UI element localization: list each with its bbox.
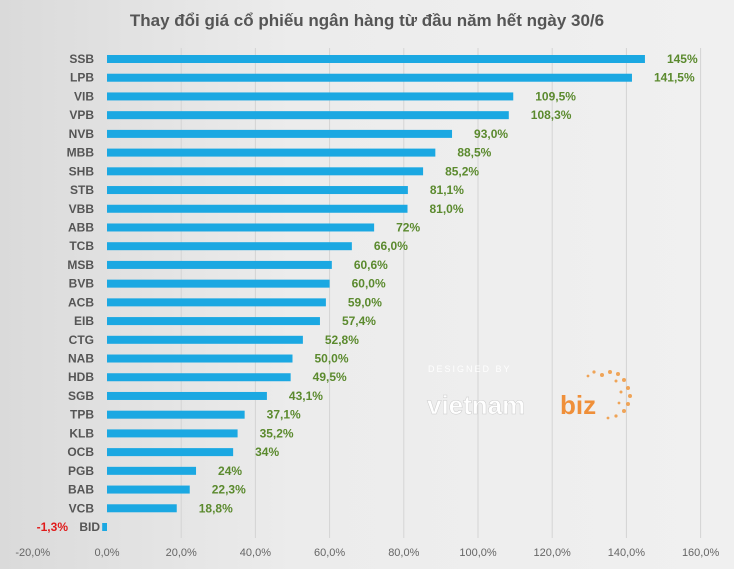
watermark-dots-icon: [586, 370, 632, 420]
bar-lpb: [107, 73, 632, 82]
data-label: 85,2%: [445, 164, 479, 178]
bar-tpb: [107, 410, 245, 419]
data-label: 52,8%: [325, 333, 359, 347]
category-label: SGB: [68, 389, 94, 403]
bar-nab: [107, 354, 293, 363]
category-label: SSB: [69, 52, 94, 66]
category-label: EIB: [74, 314, 94, 328]
x-tick-label: 140,0%: [608, 547, 646, 559]
x-tick-label: 20,0%: [166, 547, 197, 559]
bar-msb: [107, 260, 332, 269]
data-label: 22,3%: [212, 483, 246, 497]
x-tick-label: 120,0%: [534, 547, 572, 559]
category-label: MBB: [67, 146, 95, 160]
bar-vib: [107, 92, 514, 101]
bar-vpb: [107, 111, 509, 120]
bar-ocb: [107, 448, 234, 457]
data-label: 88,5%: [457, 146, 491, 160]
chart-title: Thay đổi giá cổ phiếu ngân hàng từ đầu n…: [130, 11, 604, 30]
category-label: PGB: [68, 464, 94, 478]
data-label: 34%: [255, 445, 279, 459]
x-tick-label: 80,0%: [388, 547, 419, 559]
x-tick-label: 60,0%: [314, 547, 345, 559]
data-label: 81,1%: [430, 183, 464, 197]
bars: SSB 145% LPB 141,5% VIB 109,5% VPB 108,3% NVB 93,…: [37, 52, 698, 534]
x-tick-label: 40,0%: [240, 547, 271, 559]
x-axis-ticks: -20,0% 0,0% 20,0% 40,0% 60,0% 80,0% 100,0% 120,…: [15, 547, 719, 559]
category-label: ABB: [68, 220, 94, 234]
category-label: LPB: [70, 71, 94, 85]
category-label: VBB: [69, 202, 95, 216]
category-label: OCB: [67, 445, 94, 459]
data-label: 145%: [667, 52, 698, 66]
x-tick-label: 100,0%: [459, 547, 497, 559]
watermark-brand-left: vietnam: [427, 390, 525, 420]
bar-vbb: [107, 204, 408, 213]
category-label: KLB: [69, 426, 94, 440]
x-tick-label: 160,0%: [682, 547, 720, 559]
bar-vcb: [107, 504, 177, 513]
data-label: 37,1%: [267, 408, 301, 422]
bar-abb: [107, 223, 375, 232]
bar-nvb: [107, 129, 453, 138]
data-label: 81,0%: [430, 202, 464, 216]
category-label: MSB: [67, 258, 94, 272]
bar-klb: [107, 429, 238, 438]
bar-shb: [107, 167, 424, 176]
data-label: 66,0%: [374, 239, 408, 253]
watermark-brand-right: biz: [560, 390, 596, 420]
category-label: NAB: [68, 352, 94, 366]
gridlines: [180, 48, 702, 538]
data-label: 57,4%: [342, 314, 376, 328]
vietnambiz-watermark-logo: DESIGNED BY vietnam biz: [427, 364, 632, 420]
bar-pgb: [107, 466, 197, 475]
data-label: 141,5%: [654, 71, 695, 85]
bar-bvb: [107, 279, 330, 288]
category-label: BID: [79, 520, 100, 534]
category-label: HDB: [68, 370, 94, 384]
data-label: 59,0%: [348, 295, 382, 309]
bar-stb: [107, 186, 408, 195]
category-label: ACB: [68, 295, 94, 309]
bar-hdb: [107, 373, 291, 382]
category-label: BVB: [69, 277, 95, 291]
category-label: TCB: [69, 239, 94, 253]
bar-bid: [102, 523, 107, 531]
x-tick-label: -20,0%: [15, 547, 50, 559]
bar-sgb: [107, 391, 267, 400]
category-label: SHB: [69, 164, 95, 178]
data-label: 24%: [218, 464, 242, 478]
bar-ssb: [107, 55, 645, 63]
data-label: 60,0%: [352, 277, 386, 291]
data-label: 93,0%: [474, 127, 508, 141]
bar-eib: [107, 317, 320, 326]
data-label: 50,0%: [315, 352, 349, 366]
category-label: NVB: [69, 127, 95, 141]
data-label: 18,8%: [199, 501, 233, 515]
category-label: TPB: [70, 408, 94, 422]
watermark-designed-by: DESIGNED BY: [428, 364, 512, 374]
data-label: 60,6%: [354, 258, 388, 272]
bar-acb: [107, 298, 326, 307]
data-label: -1,3%: [37, 520, 69, 534]
category-label: CTG: [69, 333, 94, 347]
category-label: VCB: [69, 501, 95, 515]
data-label: 108,3%: [531, 108, 572, 122]
data-label: 109,5%: [535, 89, 576, 103]
bar-tcb: [107, 242, 352, 251]
category-label: VPB: [69, 108, 94, 122]
data-label: 49,5%: [313, 370, 347, 384]
x-tick-label: 0,0%: [94, 547, 119, 559]
bar-bab: [107, 485, 190, 494]
data-label: 35,2%: [260, 426, 294, 440]
category-label: VIB: [74, 89, 94, 103]
bar-mbb: [107, 148, 436, 157]
data-label: 72%: [396, 220, 420, 234]
category-label: BAB: [68, 483, 94, 497]
bar-ctg: [107, 335, 303, 344]
category-label: STB: [70, 183, 94, 197]
data-label: 43,1%: [289, 389, 323, 403]
